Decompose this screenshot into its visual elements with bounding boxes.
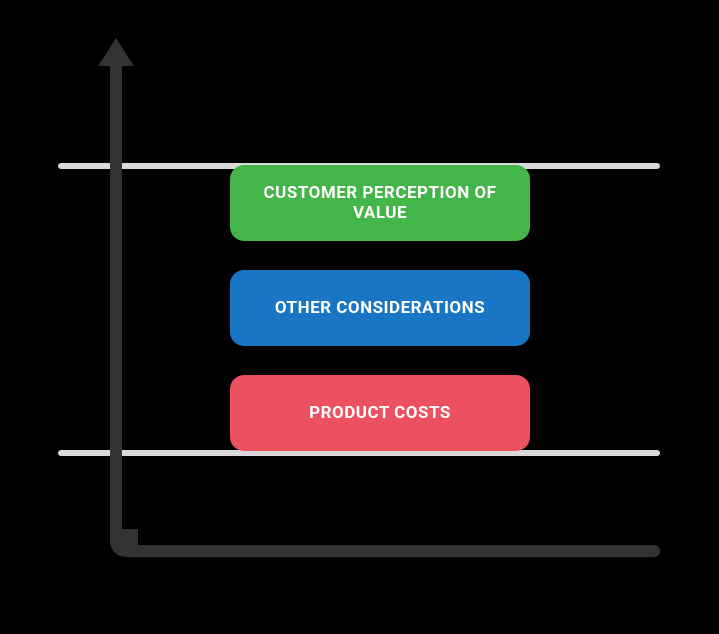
y-axis (110, 62, 122, 532)
y-axis-arrowhead-icon (98, 38, 134, 66)
factor-box-product-costs: PRODUCT COSTS (230, 375, 530, 451)
factor-label: OTHER CONSIDERATIONS (275, 298, 485, 318)
axis-origin-corner (110, 529, 138, 557)
factor-box-customer-perception: CUSTOMER PERCEPTION OF VALUE (230, 165, 530, 241)
factor-label: CUSTOMER PERCEPTION OF VALUE (248, 183, 512, 224)
factor-box-other-considerations: OTHER CONSIDERATIONS (230, 270, 530, 346)
pricing-factors-diagram: CUSTOMER PERCEPTION OF VALUE OTHER CONSI… (0, 0, 719, 634)
factor-label: PRODUCT COSTS (309, 403, 451, 423)
x-axis (126, 545, 660, 557)
